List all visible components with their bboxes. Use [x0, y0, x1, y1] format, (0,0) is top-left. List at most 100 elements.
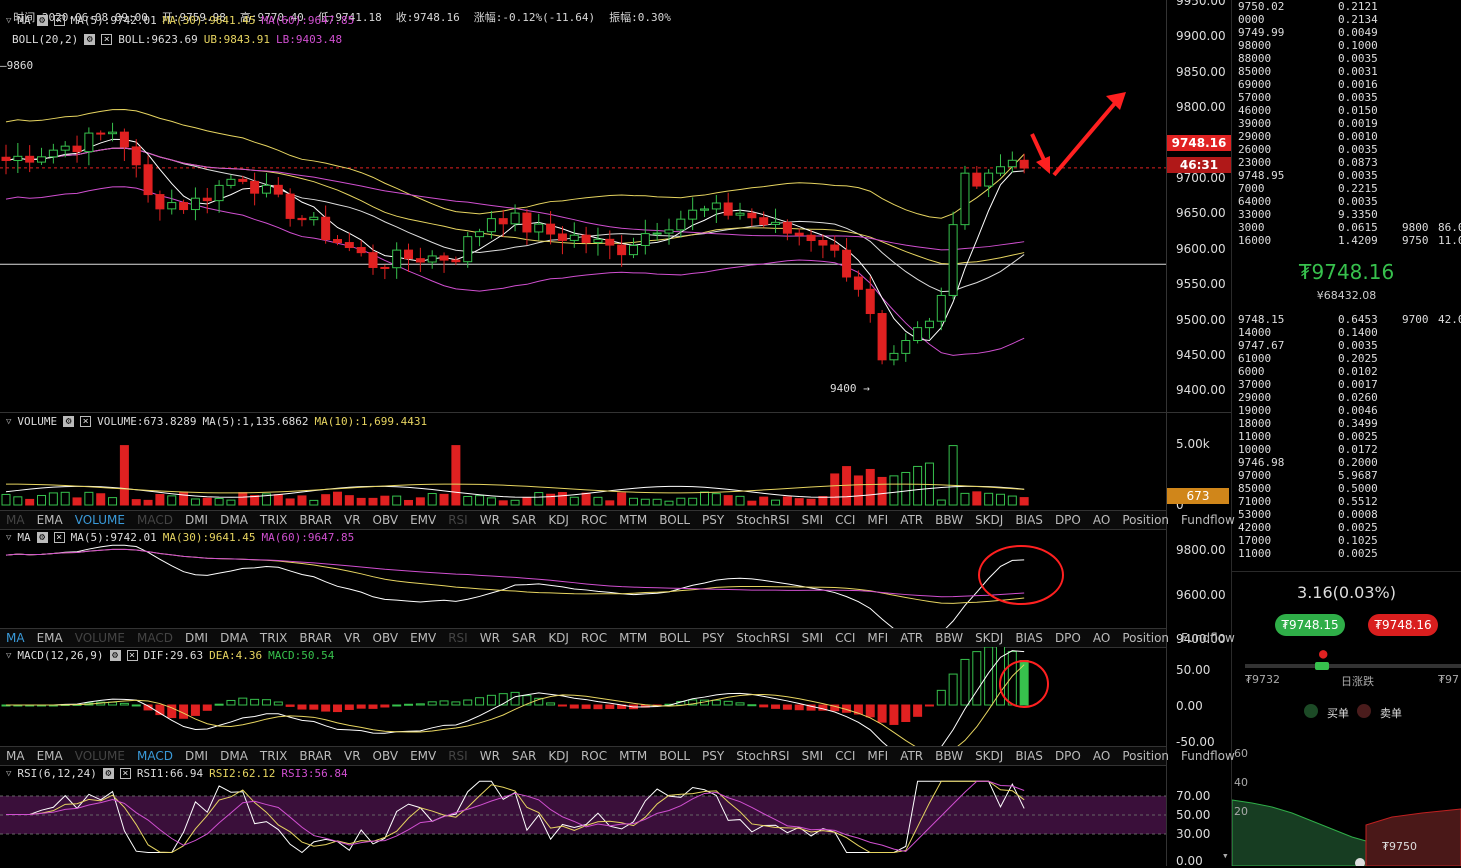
orderbook-row[interactable]: 97000 5.9687 [1232, 469, 1461, 482]
orderbook-row[interactable]: 29000 0.0260 [1232, 391, 1461, 404]
tab-bias[interactable]: BIAS [1015, 513, 1043, 527]
orderbook-row[interactable]: 26000 0.0035 [1232, 143, 1461, 156]
tab-vr[interactable]: VR [343, 513, 361, 527]
tab-emv[interactable]: EMV [410, 631, 437, 645]
tab-volume[interactable]: VOLUME [74, 749, 125, 763]
depth-chart[interactable] [1232, 745, 1461, 866]
orderbook-row[interactable]: 6000 0.0102 [1232, 365, 1461, 378]
tab-fundflow[interactable]: Fundflow [1181, 749, 1235, 763]
tab-dma[interactable]: DMA [220, 513, 248, 527]
tab-macd[interactable]: MACD [136, 513, 173, 527]
indicator-tabs-volume[interactable]: MA EMA VOLUME MACD DMI DMA TRIX BRAR VR OBV EMV RSI… [0, 510, 1235, 530]
close-icon[interactable]: × [126, 650, 138, 661]
orderbook-row[interactable]: 17000 0.1025 [1232, 534, 1461, 547]
orderbook-row[interactable]: 46000 0.0150 [1232, 104, 1461, 117]
tab-trix[interactable]: TRIX [259, 513, 288, 527]
orderbook-row[interactable]: 7000 0.2215 [1232, 182, 1461, 195]
buy-legend-dot-icon[interactable] [1304, 704, 1318, 718]
tab-obv[interactable]: OBV [372, 513, 399, 527]
orderbook-row[interactable]: 69000 0.0016 [1232, 78, 1461, 91]
main-price-axis[interactable]: 9950.009900.009850.009800.009750.009700.… [1166, 0, 1231, 412]
orderbook-row[interactable]: 9748.95 0.0035 [1232, 169, 1461, 182]
close-icon[interactable]: × [80, 416, 92, 427]
orderbook-row[interactable]: 9748.15 0.6453 9700 42.0 [1232, 313, 1461, 326]
tab-dma[interactable]: DMA [220, 631, 248, 645]
orderbook-row[interactable]: 64000 0.0035 [1232, 195, 1461, 208]
tab-rsi[interactable]: RSI [448, 749, 468, 763]
orderbook-row[interactable]: 71000 0.5512 [1232, 495, 1461, 508]
collapse-chevron-icon[interactable]: ▽ [6, 416, 12, 427]
tab-atr[interactable]: ATR [900, 631, 924, 645]
tab-mtm[interactable]: MTM [619, 749, 648, 763]
tab-rsi[interactable]: RSI [448, 513, 468, 527]
sell-legend-dot-icon[interactable] [1357, 704, 1371, 718]
indicator-tabs-ma[interactable]: MA EMA VOLUME MACD DMI DMA TRIX BRAR VR OBV EMV RSI… [0, 628, 1235, 648]
tab-dma[interactable]: DMA [220, 749, 248, 763]
orderbook-row[interactable]: 11000 0.0025 [1232, 547, 1461, 560]
indicator-tabs-macd[interactable]: MA EMA VOLUME MACD DMI DMA TRIX BRAR VR OBV EMV RSI… [0, 746, 1235, 766]
tab-roc[interactable]: ROC [580, 513, 608, 527]
tab-brar[interactable]: BRAR [299, 631, 332, 645]
tab-emv[interactable]: EMV [410, 749, 437, 763]
rsi-chart[interactable] [0, 765, 1166, 866]
close-icon[interactable]: × [101, 34, 113, 45]
tab-ema[interactable]: EMA [36, 631, 63, 645]
orderbook-row[interactable]: 11000 0.0025 [1232, 430, 1461, 443]
orderbook-row[interactable]: 98000 0.1000 [1232, 39, 1461, 52]
tab-bbw[interactable]: BBW [935, 631, 964, 645]
tab-dmi[interactable]: DMI [184, 513, 209, 527]
range-slider-knob[interactable] [1315, 662, 1329, 670]
orderbook-row[interactable]: 33000 9.3350 [1232, 208, 1461, 221]
orderbook-row[interactable]: 9747.67 0.0035 [1232, 339, 1461, 352]
tab-cci[interactable]: CCI [835, 513, 856, 527]
orderbook-row[interactable]: 39000 0.0019 [1232, 117, 1461, 130]
tab-atr[interactable]: ATR [900, 749, 924, 763]
tab-cci[interactable]: CCI [835, 749, 856, 763]
tab-ao[interactable]: AO [1092, 513, 1111, 527]
close-icon[interactable]: × [53, 532, 65, 543]
tab-bbw[interactable]: BBW [935, 513, 964, 527]
tab-stochrsi[interactable]: StochRSI [736, 631, 790, 645]
rsi-panel[interactable]: ▽ RSI(6,12,24) ⚙ × RSI1:66.94 RSI2:62.12 … [0, 765, 1231, 866]
main-candle-panel[interactable]: ▽ MA ⚙ × MA(5):9742.01 MA(30):9641.45 MA(… [0, 10, 1231, 412]
orderbook-row[interactable]: 37000 0.0017 [1232, 378, 1461, 391]
tab-roc[interactable]: ROC [580, 749, 608, 763]
tab-obv[interactable]: OBV [372, 631, 399, 645]
volume-chart[interactable] [0, 413, 1166, 511]
dropdown-chevron-icon[interactable]: ▾ [1222, 849, 1229, 862]
tab-fundflow[interactable]: Fundflow [1181, 513, 1235, 527]
orderbook-row[interactable]: 0000 0.2134 [1232, 13, 1461, 26]
orderbook-row[interactable]: 9750.02 0.2121 [1232, 0, 1461, 13]
tab-roc[interactable]: ROC [580, 631, 608, 645]
tab-ma[interactable]: MA [6, 749, 25, 763]
tab-dmi[interactable]: DMI [184, 631, 209, 645]
tab-trix[interactable]: TRIX [259, 631, 288, 645]
tab-dpo[interactable]: DPO [1054, 513, 1081, 527]
tab-sar[interactable]: SAR [511, 749, 537, 763]
collapse-chevron-icon[interactable]: ▽ [6, 650, 12, 661]
tab-vr[interactable]: VR [343, 749, 361, 763]
tab-mtm[interactable]: MTM [619, 631, 648, 645]
tab-smi[interactable]: SMI [801, 513, 824, 527]
settings-gear-icon[interactable]: ⚙ [36, 532, 48, 543]
orderbook-row[interactable]: 61000 0.2025 [1232, 352, 1461, 365]
settings-gear-icon[interactable]: ⚙ [36, 15, 48, 26]
tab-boll[interactable]: BOLL [659, 513, 691, 527]
tab-kdj[interactable]: KDJ [548, 749, 569, 763]
tab-emv[interactable]: EMV [410, 513, 437, 527]
ma-indicator-panel[interactable]: ▽ MA ⚙ × MA(5):9742.01 MA(30):9641.45 MA(… [0, 529, 1231, 628]
tab-macd[interactable]: MACD [136, 749, 173, 763]
orderbook-row[interactable]: 29000 0.0010 [1232, 130, 1461, 143]
orderbook-row[interactable]: 23000 0.0873 [1232, 156, 1461, 169]
orderbook-row[interactable]: 85000 0.0031 [1232, 65, 1461, 78]
tab-ao[interactable]: AO [1092, 749, 1111, 763]
orderbook-row[interactable]: 85000 0.5000 [1232, 482, 1461, 495]
collapse-chevron-icon[interactable]: ▽ [6, 15, 12, 26]
tab-cci[interactable]: CCI [835, 631, 856, 645]
tab-brar[interactable]: BRAR [299, 749, 332, 763]
orderbook-row[interactable]: 53000 0.0008 [1232, 508, 1461, 521]
orderbook-row[interactable]: 19000 0.0046 [1232, 404, 1461, 417]
collapse-chevron-icon[interactable]: ▽ [6, 768, 12, 779]
tab-ema[interactable]: EMA [36, 513, 63, 527]
tab-dmi[interactable]: DMI [184, 749, 209, 763]
